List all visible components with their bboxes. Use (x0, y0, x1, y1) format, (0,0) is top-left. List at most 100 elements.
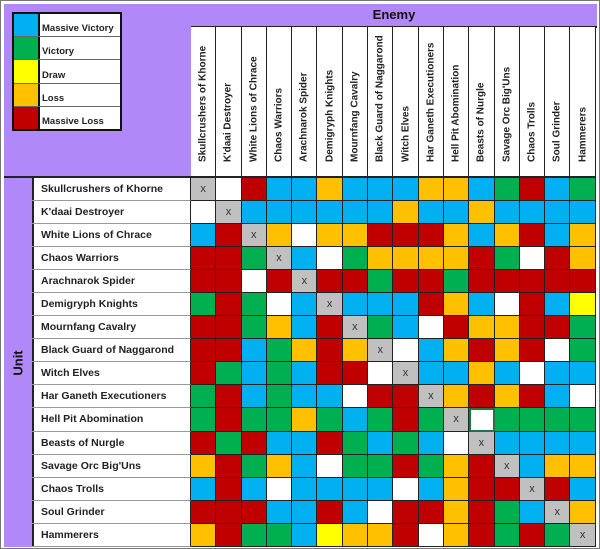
matchup-cell[interactable] (292, 500, 318, 524)
matchup-cell[interactable] (545, 270, 571, 294)
matchup-cell[interactable] (418, 500, 444, 524)
matchup-cell[interactable] (469, 500, 495, 524)
column-header[interactable]: White Lions of Chrace (241, 27, 267, 176)
matchup-cell[interactable] (266, 408, 293, 432)
matchup-cell[interactable] (519, 408, 546, 432)
matchup-cell[interactable] (443, 247, 470, 271)
matchup-cell[interactable] (418, 247, 444, 271)
matchup-cell[interactable] (545, 247, 571, 271)
matchup-cell[interactable] (418, 431, 444, 455)
matchup-cell[interactable] (342, 339, 369, 363)
matchup-cell[interactable] (342, 385, 369, 409)
column-header[interactable]: Soul Grinder (545, 27, 571, 176)
matchup-cell[interactable] (368, 270, 394, 294)
matchup-cell[interactable] (368, 500, 394, 524)
matchup-cell[interactable] (241, 316, 267, 340)
matchup-cell[interactable] (368, 431, 394, 455)
row-header[interactable]: Chaos Warriors (32, 247, 191, 271)
matchup-cell[interactable] (443, 362, 470, 386)
matchup-cell[interactable] (443, 477, 470, 501)
matchup-cell[interactable] (292, 385, 318, 409)
matchup-cell[interactable] (317, 339, 343, 363)
matchup-cell[interactable] (292, 293, 318, 317)
column-header[interactable]: Chaos Warriors (266, 27, 293, 176)
matchup-cell[interactable] (368, 408, 394, 432)
matchup-cell[interactable] (241, 500, 267, 524)
matchup-cell[interactable] (241, 431, 267, 455)
matchup-cell[interactable] (418, 477, 444, 501)
matchup-cell[interactable] (241, 408, 267, 432)
matchup-cell[interactable] (317, 477, 343, 501)
row-header[interactable]: Witch Elves (32, 362, 191, 386)
matchup-cell[interactable] (393, 339, 419, 363)
matchup-cell[interactable] (191, 270, 217, 294)
matchup-cell[interactable] (418, 270, 444, 294)
self-matchup-cell[interactable]: x (545, 500, 571, 524)
matchup-cell[interactable] (368, 477, 394, 501)
matchup-cell[interactable] (519, 431, 546, 455)
matchup-cell[interactable] (191, 431, 217, 455)
matchup-cell[interactable] (443, 523, 470, 547)
matchup-cell[interactable] (393, 500, 419, 524)
matchup-cell[interactable] (443, 454, 470, 478)
matchup-cell[interactable] (266, 339, 293, 363)
matchup-cell[interactable] (494, 523, 520, 547)
matchup-cell[interactable] (443, 270, 470, 294)
matchup-cell[interactable] (469, 270, 495, 294)
matchup-cell[interactable] (266, 362, 293, 386)
row-header[interactable]: K'daai Destroyer (32, 201, 191, 225)
matchup-cell[interactable] (393, 385, 419, 409)
matchup-cell[interactable] (292, 477, 318, 501)
matchup-cell[interactable] (342, 224, 369, 248)
matchup-cell[interactable] (216, 523, 242, 547)
matchup-cell[interactable] (292, 362, 318, 386)
matchup-cell[interactable] (191, 385, 217, 409)
matchup-cell[interactable] (469, 362, 495, 386)
matchup-cell[interactable] (494, 339, 520, 363)
matchup-cell[interactable] (418, 362, 444, 386)
matchup-cell[interactable] (266, 385, 293, 409)
matchup-cell[interactable] (191, 408, 217, 432)
matchup-cell[interactable] (191, 316, 217, 340)
self-matchup-cell[interactable]: x (317, 293, 343, 317)
matchup-cell[interactable] (342, 454, 369, 478)
matchup-cell[interactable] (241, 247, 267, 271)
matchup-cell[interactable] (266, 477, 293, 501)
matchup-cell[interactable] (266, 201, 293, 225)
matchup-cell[interactable] (342, 500, 369, 524)
matchup-cell[interactable] (292, 201, 318, 225)
matchup-cell[interactable] (418, 408, 444, 432)
column-header[interactable]: Mournfang Cavalry (342, 27, 369, 176)
row-header[interactable]: Arachnarok Spider (32, 270, 191, 294)
matchup-cell[interactable] (494, 431, 520, 455)
matchup-cell[interactable] (519, 454, 546, 478)
column-header[interactable]: Hell Pit Abomination (443, 27, 470, 176)
matchup-cell[interactable] (342, 523, 369, 547)
matchup-cell[interactable] (418, 523, 444, 547)
matchup-cell[interactable] (317, 362, 343, 386)
matchup-cell[interactable] (342, 431, 369, 455)
column-header[interactable]: Beasts of Nurgle (469, 27, 495, 176)
matchup-cell[interactable] (368, 454, 394, 478)
matchup-cell[interactable] (393, 454, 419, 478)
matchup-cell[interactable] (292, 178, 318, 202)
matchup-cell[interactable] (317, 224, 343, 248)
matchup-cell[interactable] (292, 247, 318, 271)
matchup-cell[interactable] (191, 362, 217, 386)
matchup-cell[interactable] (570, 247, 596, 271)
column-header[interactable]: Skullcrushers of Khorne (191, 27, 217, 176)
matchup-cell[interactable] (519, 201, 546, 225)
matchup-cell[interactable] (545, 316, 571, 340)
matchup-cell[interactable] (469, 523, 495, 547)
matchup-cell[interactable] (266, 270, 293, 294)
matchup-cell[interactable] (292, 339, 318, 363)
row-header[interactable]: Skullcrushers of Khorne (32, 178, 191, 202)
matchup-cell[interactable] (342, 293, 369, 317)
column-header[interactable]: Black Guard of Naggarond (368, 27, 394, 176)
matchup-cell[interactable] (292, 224, 318, 248)
matchup-cell[interactable] (266, 523, 293, 547)
self-matchup-cell[interactable]: x (570, 523, 596, 547)
matchup-cell[interactable] (469, 408, 495, 432)
matchup-cell[interactable] (317, 270, 343, 294)
matchup-cell[interactable] (266, 224, 293, 248)
